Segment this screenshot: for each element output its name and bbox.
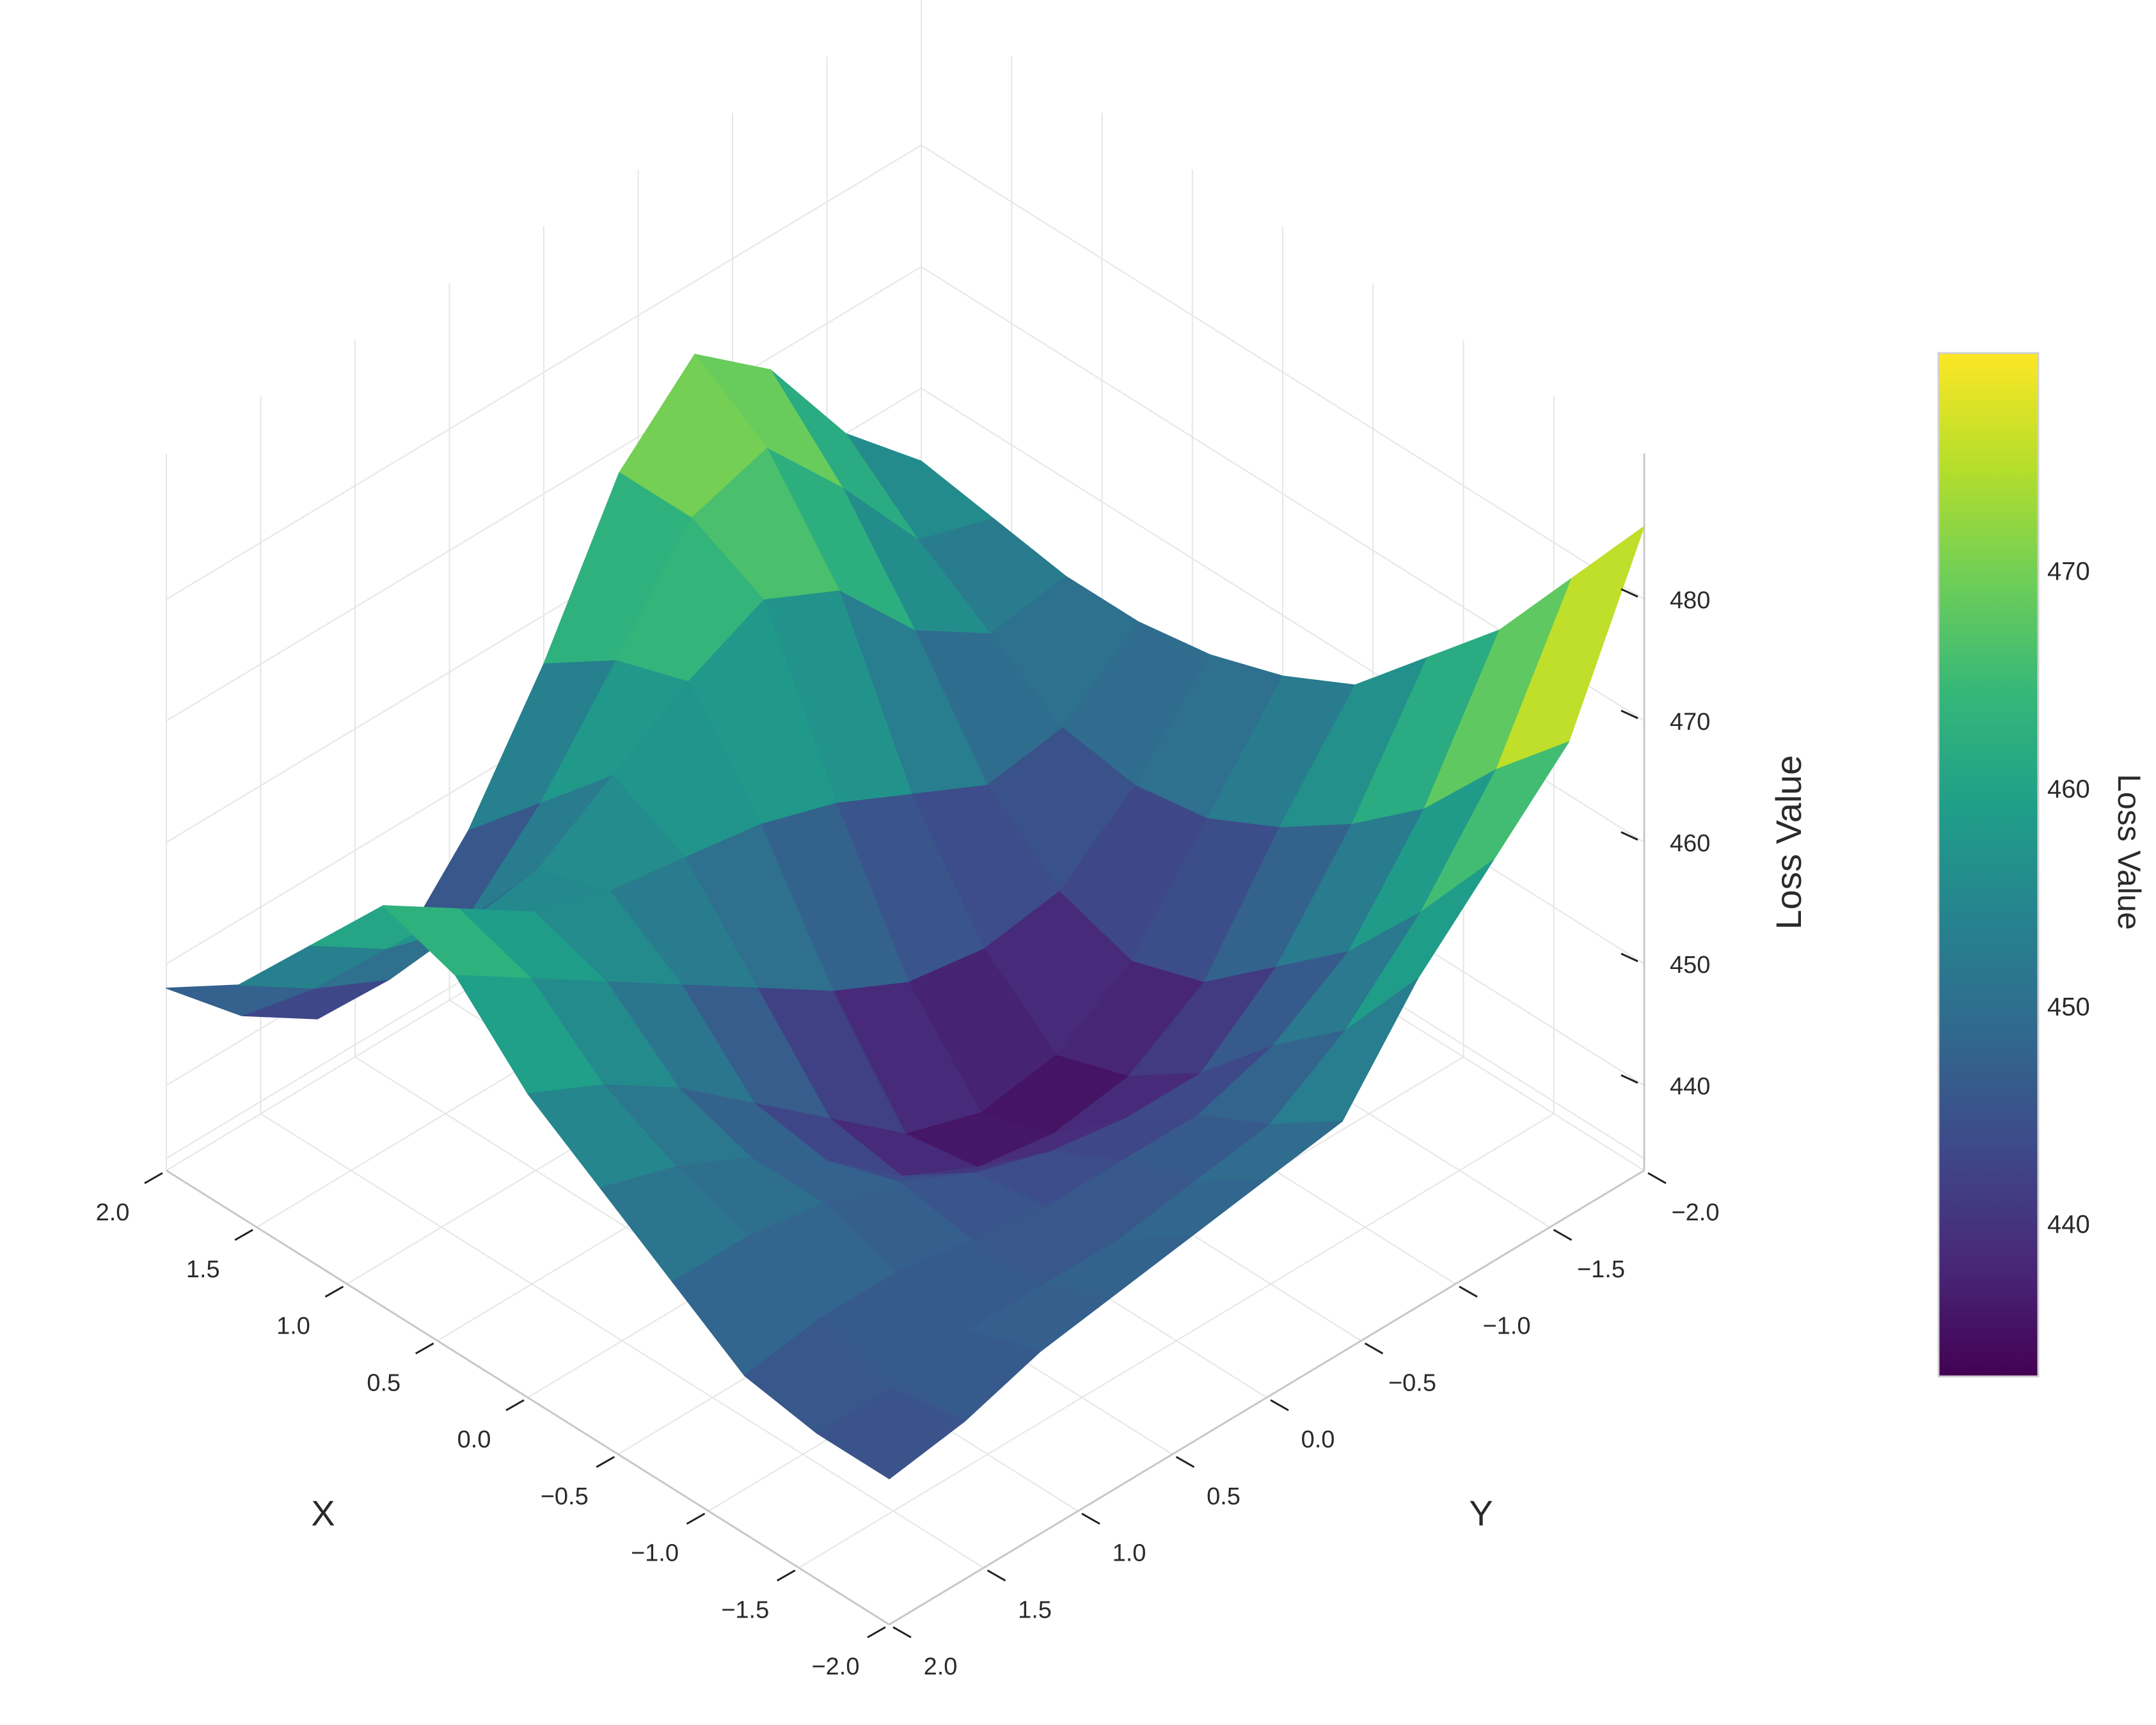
y-tick-mark [1459,1286,1478,1298]
x-tick-mark [777,1569,796,1582]
x-tick-mark [415,1342,434,1355]
surface-patch [816,1387,965,1479]
x-tick-label: 1.0 [276,1313,310,1340]
z-tick-mark [1621,588,1638,598]
y-axis-title: Y [1469,1493,1493,1533]
x-tick-label: −1.0 [631,1540,679,1567]
x-tick-mark [596,1456,615,1469]
colorbar-tick-label: 460 [2047,775,2090,803]
z-tick-label: 450 [1670,952,1710,979]
x-tick-label: −1.5 [721,1596,769,1623]
axes-layer: 2.0 1.5 1.0 0.5 0.0 −0.5 −1.0 −1.5 −2.0 X −2.0 −1.5… [96,453,1809,1680]
z-tick-mark [1621,952,1638,963]
z-tick-label: 480 [1670,587,1710,614]
y-tick-mark [987,1569,1006,1582]
z-tick-mark [1621,709,1638,720]
y-tick-mark [1553,1229,1573,1241]
z-tick-label: 440 [1670,1073,1710,1100]
x-tick-mark [505,1399,525,1412]
colorbar-tick-label: 470 [2047,557,2090,585]
colorbar-gradient [1937,352,2040,1378]
y-tick-label: 1.5 [1018,1596,1052,1623]
x-tick-mark [867,1626,886,1639]
z-tick-label: 470 [1670,709,1710,736]
colorbar-tick-label: 440 [2047,1211,2090,1239]
y-tick-label: −1.5 [1577,1256,1625,1283]
colorbar-tick-label: 450 [2047,993,2090,1021]
y-tick-mark [1364,1342,1384,1355]
x-tick-mark [324,1286,344,1298]
y-tick-mark [1270,1399,1289,1412]
y-tick-mark [1081,1513,1100,1525]
y-tick-label: −2.0 [1671,1199,1719,1226]
y-tick-mark [1647,1172,1667,1185]
x-tick-label: 0.5 [367,1369,400,1396]
x-tick-label: −2.0 [811,1653,859,1680]
x-tick-mark [234,1229,253,1241]
x-tick-mark [686,1513,706,1525]
z-tick-label: 460 [1670,830,1710,857]
x-tick-mark [144,1172,163,1185]
y-tick-label: 1.0 [1113,1540,1146,1567]
x-tick-label: −0.5 [541,1483,589,1510]
z-tick-mark [1621,1074,1638,1084]
x-tick-label: 2.0 [96,1199,130,1226]
floor-grid-line [260,1113,985,1569]
x-tick-label: 0.0 [457,1426,491,1453]
x-tick-label: 1.5 [186,1256,220,1283]
wall-grid-line [166,144,1645,600]
wall-grid-line [166,265,1645,721]
y-tick-label: 0.0 [1301,1426,1335,1453]
y-tick-mark [1175,1456,1195,1469]
colorbar-title: Loss Value [2111,774,2147,930]
y-tick-label: 2.0 [924,1653,958,1680]
x-axis-title: X [311,1493,335,1533]
y-tick-label: 0.5 [1207,1483,1240,1510]
x-axis-line [166,1169,890,1626]
colorbar: 440 450 460 470 Loss Value [1937,352,2147,1378]
z-tick-mark [1621,831,1638,841]
y-tick-mark [892,1626,912,1639]
y-tick-label: −0.5 [1388,1369,1436,1396]
surface-layer [166,354,1645,1479]
y-axis-line [889,1169,1645,1626]
z-axis-title: Loss Value [1768,755,1809,930]
y-tick-label: −1.0 [1482,1313,1530,1340]
